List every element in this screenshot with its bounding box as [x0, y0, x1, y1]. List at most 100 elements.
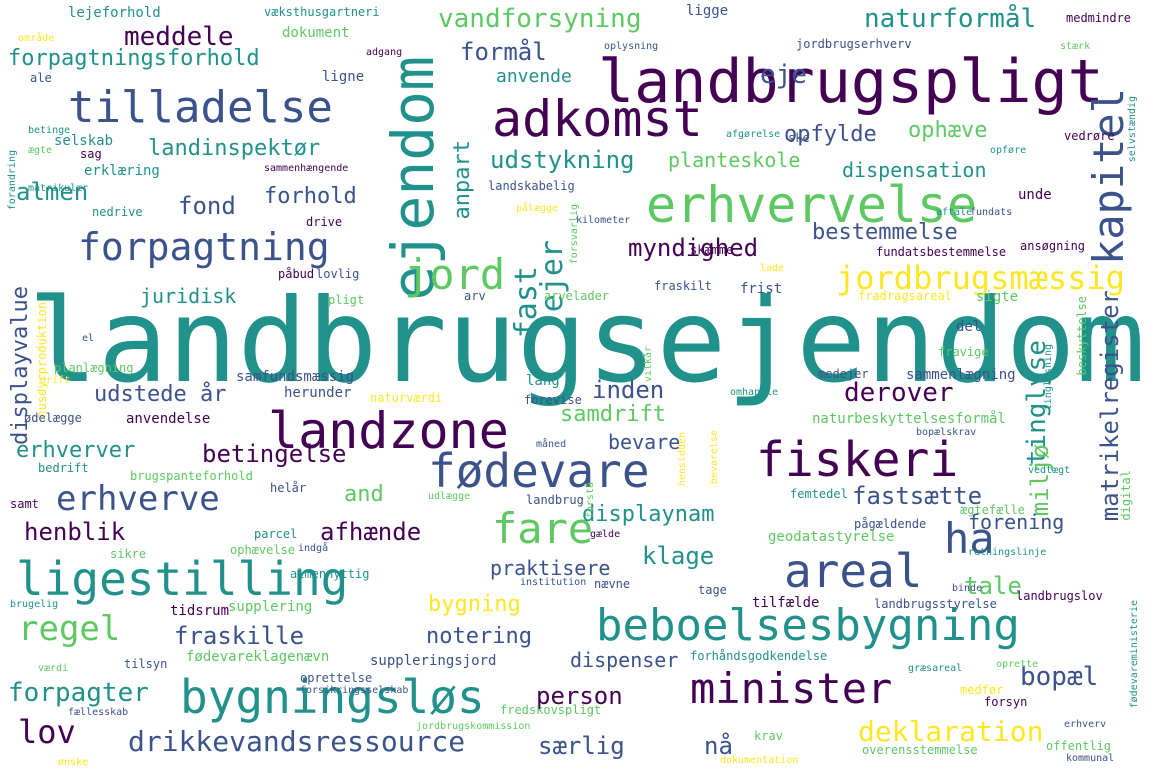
- word-cloud-word: supplering: [228, 599, 313, 615]
- word-cloud-word: anpart: [450, 140, 475, 220]
- word-cloud-word: tidsrum: [170, 603, 230, 619]
- word-cloud-word: lang: [526, 373, 560, 389]
- word-cloud-word: ægtefælle: [960, 503, 1026, 517]
- word-cloud-word: person: [536, 682, 623, 710]
- word-cloud-word: fradragsareal: [858, 289, 952, 303]
- word-cloud-word: selvstændig: [1127, 96, 1138, 163]
- word-cloud-word: tinglysning: [1043, 344, 1054, 411]
- word-cloud-word: displaynam: [582, 502, 715, 527]
- word-cloud-word: ægte: [28, 145, 53, 156]
- word-cloud-word: lovlig: [316, 267, 360, 281]
- word-cloud-word: sag: [80, 147, 102, 161]
- word-cloud-word: omhandle: [730, 387, 779, 398]
- word-cloud-word: dispensation: [842, 158, 987, 182]
- word-cloud-word: forening: [968, 510, 1065, 534]
- word-cloud-word: planteskole: [668, 148, 801, 172]
- word-cloud-word: ødelægge: [24, 411, 82, 425]
- word-cloud-word: binde: [952, 583, 983, 594]
- word-cloud-word: fare: [492, 504, 594, 553]
- word-cloud-word: pågældende: [854, 517, 927, 531]
- word-cloud-word: arvelader: [544, 289, 610, 303]
- word-cloud-word: aftale: [936, 207, 973, 218]
- word-cloud-word: naturbeskyttelsesformål: [812, 411, 1006, 427]
- word-cloud-word: erhverver: [16, 438, 136, 463]
- word-cloud-word: pålægge: [516, 203, 559, 214]
- word-cloud-word: opfylde: [784, 122, 877, 147]
- word-cloud-word: bygningsløs: [180, 670, 485, 724]
- word-cloud-word: anvende: [496, 66, 572, 87]
- word-cloud-word: afgørelse: [726, 129, 781, 140]
- word-cloud-word: udlægge: [428, 491, 471, 502]
- word-cloud-word: kommunal: [1066, 753, 1115, 764]
- word-cloud-word: fødevareministerie: [1129, 600, 1140, 709]
- word-cloud-word: område: [18, 33, 55, 44]
- word-cloud-word: kapitel: [1084, 88, 1133, 266]
- word-cloud-word: forsvarlig: [569, 204, 580, 265]
- word-cloud-word: drikkevandsressource: [128, 725, 466, 758]
- word-cloud-word: geodatastyrelse: [768, 529, 895, 545]
- word-cloud-word: udstede: [94, 382, 187, 407]
- word-cloud-word: drift: [40, 375, 71, 386]
- word-cloud-word: overensstemmelse: [862, 743, 978, 757]
- word-cloud-word: sikre: [110, 547, 147, 561]
- word-cloud-word: retningslinje: [968, 547, 1047, 558]
- word-cloud-word: oprettelse: [300, 671, 373, 685]
- word-cloud-word: forpagtningsforhold: [8, 46, 260, 71]
- word-cloud-word: ophævelse: [230, 543, 296, 557]
- word-cloud-word: areal: [784, 544, 923, 598]
- word-cloud-word: fundatsbestemmelse: [876, 245, 1007, 259]
- word-cloud-word: medfør: [960, 683, 1004, 697]
- word-cloud-word: forpagtning: [78, 225, 330, 269]
- word-cloud-word: vilkår: [643, 346, 654, 383]
- word-cloud-word: forsikringsselskab: [300, 685, 409, 696]
- word-cloud-word: samfundsmæssig: [236, 369, 355, 385]
- word-cloud-word: almen: [16, 178, 89, 206]
- word-cloud-word: husdyrproduktion: [35, 302, 49, 418]
- word-cloud-word: fravige: [938, 345, 989, 359]
- word-cloud-word: helår: [270, 481, 307, 495]
- word-cloud-word: sammenlægning: [906, 367, 1016, 383]
- word-cloud-word: fastsætte: [852, 482, 983, 510]
- word-cloud-word: skæmme: [690, 243, 734, 257]
- word-cloud-word: tilfælde: [752, 595, 820, 611]
- word-cloud-word: adgang: [366, 47, 403, 58]
- word-cloud-word: bevare: [608, 430, 681, 454]
- word-cloud-word: and: [344, 482, 384, 507]
- word-cloud-word: naturformål: [864, 4, 1037, 34]
- word-cloud-word: jordbrugskommission: [416, 721, 531, 732]
- word-cloud-word: del: [956, 319, 982, 335]
- word-cloud-word: erhverv: [1064, 719, 1107, 730]
- word-cloud-word: forsyn: [984, 695, 1028, 709]
- word-cloud-word: adkomst: [492, 90, 703, 148]
- word-cloud-word: ha: [944, 514, 995, 563]
- word-cloud-word: landbrugspligt: [598, 47, 1104, 117]
- word-cloud-word: dokument: [282, 25, 350, 41]
- word-cloud-word: deklaration: [858, 715, 1044, 748]
- word-cloud-word: frist: [740, 281, 783, 297]
- word-cloud-word: bopælskrav: [916, 427, 977, 438]
- word-cloud-word: ligestilling: [16, 552, 349, 606]
- word-cloud-word: sammenhængende: [264, 163, 349, 174]
- word-cloud-word: hensidden: [677, 432, 688, 487]
- word-cloud-word: jord: [404, 250, 506, 299]
- word-cloud-word: samdrift: [560, 402, 666, 427]
- word-cloud-word: fællesskab: [68, 707, 129, 718]
- word-cloud-word: erhvervelse: [646, 176, 978, 234]
- word-cloud-word: erhverve: [56, 479, 220, 519]
- word-cloud-word: el: [82, 333, 95, 344]
- word-cloud-word: vandforsyning: [438, 4, 642, 34]
- word-cloud-word: femtedel: [790, 487, 848, 501]
- word-cloud-word: landzone: [268, 402, 509, 460]
- word-cloud-word: unde: [1018, 187, 1052, 203]
- word-cloud-word: vedrøre: [1064, 129, 1115, 143]
- word-cloud-word: offentlig: [1046, 739, 1112, 753]
- word-cloud-word: særlig: [538, 732, 625, 760]
- word-cloud-word: forandring: [7, 150, 18, 211]
- word-cloud-word: år: [200, 382, 227, 407]
- word-cloud-word: tilladelse: [68, 82, 333, 133]
- word-cloud-word: lade: [760, 263, 785, 274]
- word-cloud-word: minister: [690, 664, 893, 713]
- word-cloud-word: bevarelse: [709, 430, 720, 485]
- word-cloud-word: udstykning: [490, 146, 635, 174]
